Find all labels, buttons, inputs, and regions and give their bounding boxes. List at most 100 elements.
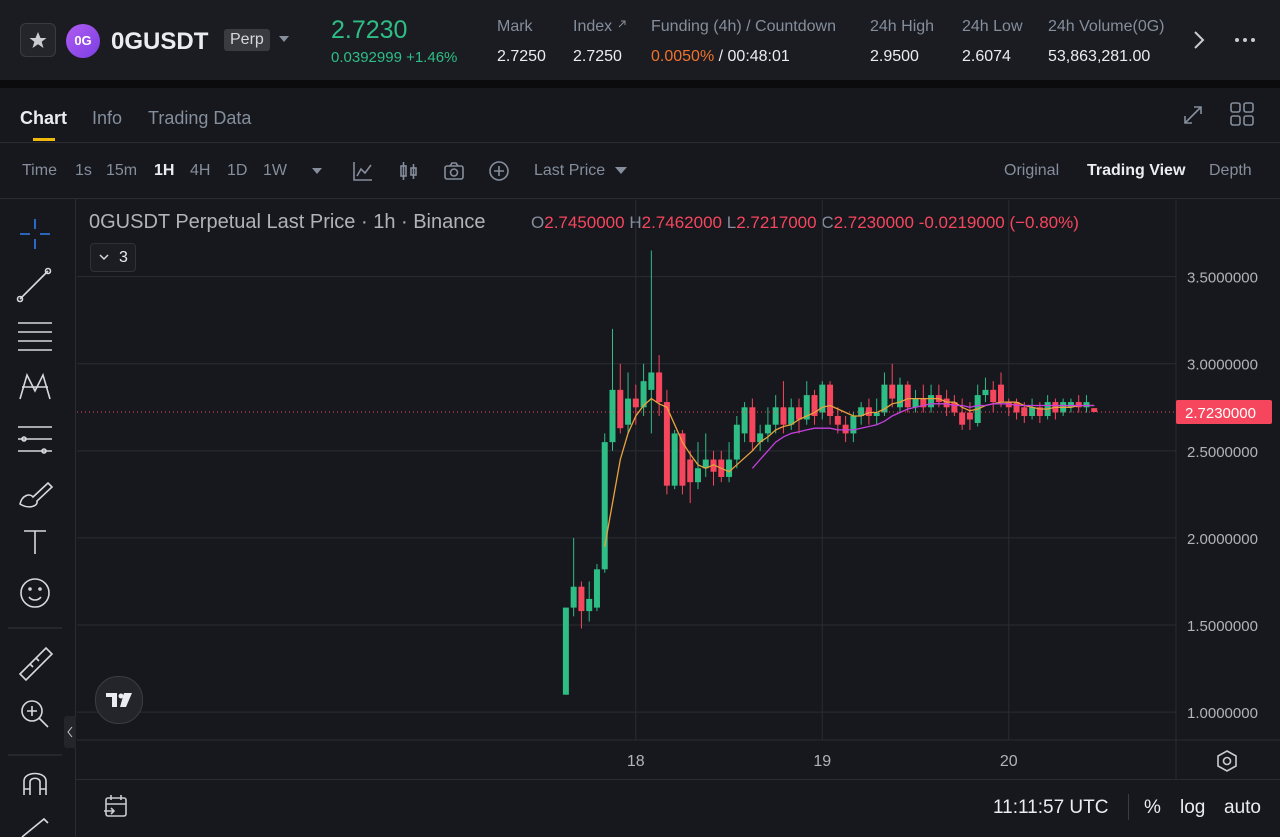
candle-body: [749, 407, 756, 443]
ruler-tool[interactable]: [18, 646, 54, 682]
candle-body: [803, 395, 810, 420]
candle-body: [710, 459, 717, 472]
candle-body: [764, 424, 771, 434]
candle-body: [640, 381, 647, 408]
drawing-toolbar: [8, 219, 62, 837]
candle-body: [842, 424, 849, 434]
candle-body: [990, 389, 997, 403]
candle-body: [904, 384, 911, 408]
candle-body: [772, 407, 779, 425]
view[interactable]: Depth: [1209, 162, 1252, 179]
more-menu[interactable]: [1234, 36, 1256, 44]
candle-body: [694, 468, 701, 483]
contract-badge: Perp: [224, 29, 270, 51]
candle-body: [998, 384, 1005, 403]
fib-tool[interactable]: [18, 426, 52, 454]
add-icon[interactable]: [488, 160, 510, 182]
fullscreen-icon[interactable]: [1182, 104, 1204, 126]
candle-body: [827, 384, 834, 416]
candle-body: [632, 398, 639, 408]
indicator-icon[interactable]: [352, 160, 374, 182]
candle-body: [1021, 407, 1028, 416]
interval[interactable]: 15m: [106, 162, 138, 179]
candle-body: [780, 407, 787, 425]
screenshot-icon[interactable]: [443, 160, 465, 182]
tab[interactable]: Trading Data: [148, 108, 252, 128]
tv-mark: [106, 693, 132, 707]
chart-legend-title: 0GUSDT Perpetual Last Price · 1h · Binan…: [89, 211, 486, 233]
zoom-tool[interactable]: [21, 700, 49, 728]
interval[interactable]: 4H: [190, 162, 211, 179]
trendline-tool[interactable]: [16, 267, 52, 303]
settings-icon[interactable]: [1214, 748, 1240, 774]
star-icon: [29, 32, 47, 48]
interval-dropdown[interactable]: [311, 166, 323, 176]
percent-toggle[interactable]: %: [1144, 797, 1161, 818]
layout-icon[interactable]: [1229, 101, 1255, 127]
tradingview-logo[interactable]: [95, 676, 143, 724]
candle-body: [726, 459, 733, 477]
chart-type-icon[interactable]: [398, 160, 420, 182]
lock-tool[interactable]: [21, 817, 49, 837]
stat-label: Funding (4h) / Countdown: [651, 18, 836, 35]
indicator-count: 3: [119, 249, 128, 266]
candle-body: [1075, 402, 1082, 408]
tab[interactable]: Info: [92, 108, 123, 128]
view-selected[interactable]: Trading View: [1087, 162, 1186, 179]
candle-body: [951, 402, 958, 413]
favorite-button[interactable]: [20, 23, 56, 57]
lines-tool[interactable]: [18, 322, 52, 351]
symbol-dropdown[interactable]: [278, 34, 290, 44]
price-type[interactable]: Last Price: [534, 162, 606, 179]
text-tool[interactable]: [24, 530, 46, 554]
symbol[interactable]: 0GUSDT: [111, 28, 209, 55]
candle-body: [687, 459, 694, 483]
candle-body: [1067, 402, 1074, 408]
interval[interactable]: 1s: [75, 162, 92, 179]
brush-tool[interactable]: [19, 481, 54, 508]
stat-clip: 24h Volume(0G) 53,863,281.00: [1048, 14, 1172, 70]
interval[interactable]: 1W: [263, 162, 287, 179]
divider: [0, 198, 1280, 199]
y-tick-label: 1.0000000: [1187, 705, 1258, 722]
date-range-icon[interactable]: [102, 793, 130, 821]
candle-body: [679, 433, 686, 486]
ohlc-value: 2.7450000: [544, 213, 625, 232]
log-toggle[interactable]: log: [1180, 797, 1206, 818]
candle-body: [625, 398, 632, 425]
utc-clock[interactable]: 11:11:57 UTC: [993, 797, 1109, 818]
view[interactable]: Original: [1004, 162, 1060, 179]
toggle-arrow: [99, 254, 109, 261]
indicator-toggle[interactable]: 3: [90, 243, 136, 272]
candle-body: [920, 398, 927, 408]
magnet-tool[interactable]: [23, 772, 47, 796]
footer-separator: [1128, 794, 1129, 820]
auto-toggle[interactable]: auto: [1224, 797, 1261, 818]
candle-body: [850, 416, 857, 434]
emoji-tool[interactable]: [20, 578, 50, 608]
crosshair-tool[interactable]: [20, 219, 50, 249]
stat-label: 24h Low: [962, 18, 1023, 35]
interval[interactable]: Time: [22, 162, 57, 179]
scroll-right[interactable]: [1192, 30, 1206, 50]
tab[interactable]: Chart: [20, 108, 68, 128]
candle-body: [788, 407, 795, 425]
collapse-toolbar[interactable]: [64, 716, 76, 748]
price-type-dropdown[interactable]: [614, 166, 628, 176]
ohlc-key: O: [531, 213, 545, 232]
collapse-arrow: [67, 726, 73, 738]
interval-selected[interactable]: 1H: [154, 162, 175, 179]
candle-body: [889, 384, 896, 399]
toolbar-border: [75, 199, 76, 837]
candle-body: [617, 389, 624, 429]
candle-body: [1013, 402, 1020, 413]
moving-average: [751, 403, 1095, 469]
candle-body: [648, 372, 655, 390]
pattern-tool[interactable]: [19, 372, 51, 400]
candle-body: [663, 402, 670, 486]
interval[interactable]: 1D: [227, 162, 248, 179]
candle-body: [819, 384, 826, 413]
price-change: 0.0392999 +1.46%: [331, 49, 457, 66]
